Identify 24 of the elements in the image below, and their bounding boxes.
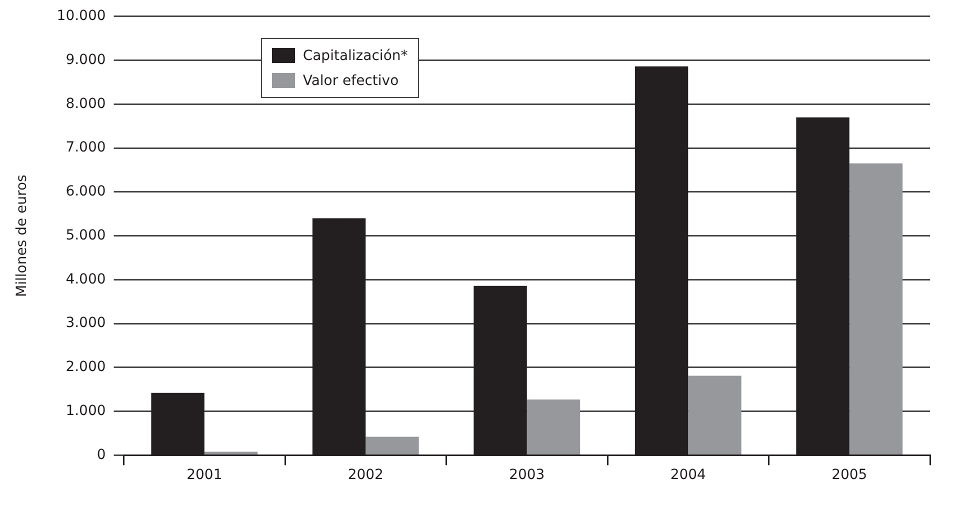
legend-label: Valor efectivo — [302, 72, 399, 89]
y-tick-label: 0 — [96, 446, 106, 463]
y-tick-label: 5.000 — [66, 227, 106, 244]
bar — [366, 436, 419, 454]
y-tick-label: 8.000 — [66, 96, 106, 112]
y-tick-label: 2.000 — [66, 359, 106, 376]
x-tick-label: 2002 — [348, 467, 384, 484]
y-tick-label: 7.000 — [66, 140, 106, 156]
y-tick-label: 9.000 — [66, 52, 106, 68]
bar — [849, 163, 903, 454]
x-tick-label: 2001 — [186, 467, 222, 484]
x-tick-label: 2004 — [670, 467, 706, 484]
x-tick-label: 2003 — [509, 467, 545, 484]
bar — [204, 452, 258, 454]
y-tick-label: 3.000 — [66, 315, 106, 332]
y-tick-label: 10.000 — [56, 8, 106, 24]
x-tick-label: 2005 — [832, 467, 868, 484]
y-tick-label: 6.000 — [66, 184, 106, 200]
legend-label: Capitalización* — [302, 48, 408, 64]
bar — [688, 376, 742, 454]
y-axis-title: Millones de euros — [14, 174, 30, 297]
y-tick-label: 4.000 — [66, 271, 106, 288]
y-tick-label: 1.000 — [66, 402, 106, 419]
bar — [526, 399, 580, 454]
